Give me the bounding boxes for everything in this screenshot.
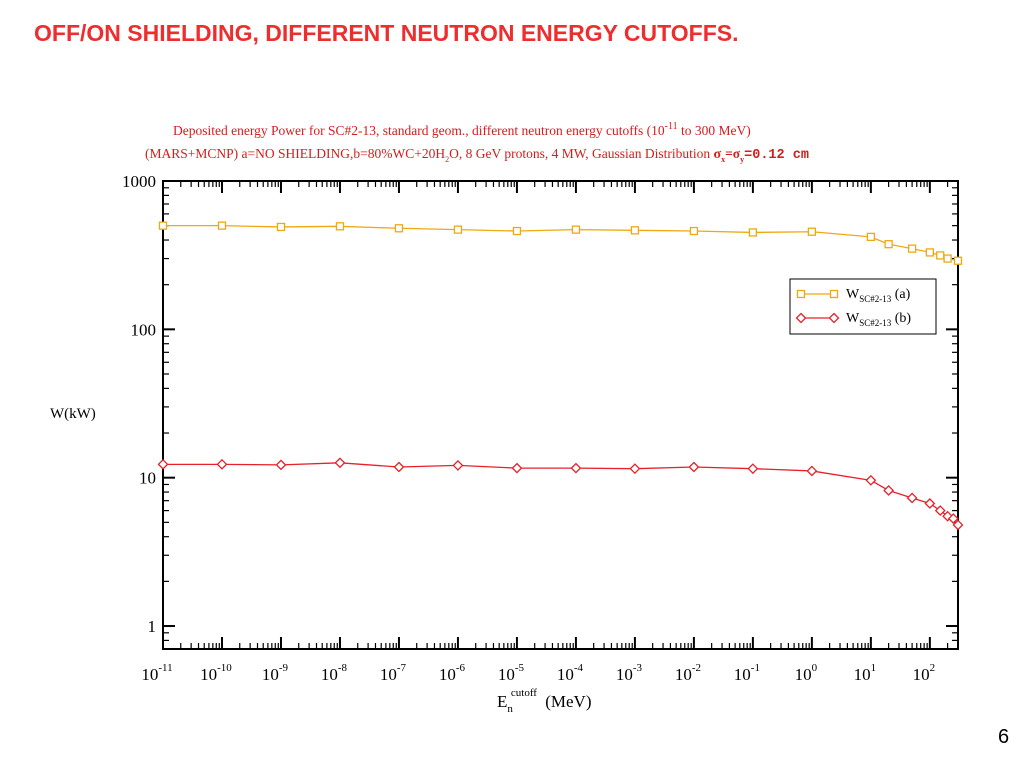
- chart-title-line1: Deposited energy Power for SC#2-13, stan…: [173, 121, 751, 138]
- data-point: [947, 513, 959, 525]
- x-tick-label: 10-6: [439, 662, 466, 684]
- major-ticks: [162, 180, 958, 649]
- legend-label: WSC#2-13 (a): [846, 287, 911, 304]
- data-point: [953, 256, 963, 265]
- data-point: [158, 221, 168, 230]
- data-point: [629, 463, 641, 475]
- slide-title: OFF/ON SHIELDING, DIFFERENT NEUTRON ENER…: [34, 20, 739, 46]
- legend: WSC#2-13 (a) WSC#2-13 (b): [789, 278, 937, 335]
- x-tick-label: 101: [854, 662, 877, 684]
- legend-marker: [796, 289, 806, 299]
- plot-area: [162, 180, 959, 650]
- data-point: [866, 232, 876, 242]
- data-point: [689, 226, 699, 236]
- x-tick-label: 100: [795, 662, 818, 684]
- series-b: [157, 457, 964, 531]
- x-tick-label: 10-1: [734, 662, 760, 684]
- x-tick-label: 102: [913, 662, 936, 684]
- page-number: 6: [998, 726, 1010, 748]
- data-point: [394, 224, 404, 233]
- data-point: [907, 244, 917, 253]
- data-point: [688, 461, 700, 473]
- data-point: [393, 461, 405, 473]
- x-tick-label: 10-2: [675, 662, 701, 684]
- data-point: [276, 222, 286, 232]
- y-tick-label: 1000: [122, 172, 156, 191]
- x-tick-label: 10-3: [616, 662, 643, 684]
- data-point: [748, 228, 758, 237]
- series-layer: [157, 221, 964, 531]
- data-point: [806, 465, 818, 477]
- plot-frame: [162, 180, 959, 650]
- legend-marker: [795, 312, 807, 324]
- data-point: [571, 225, 581, 234]
- data-point: [747, 463, 759, 475]
- data-point: [570, 462, 582, 474]
- data-point: [884, 240, 893, 249]
- data-point: [512, 226, 522, 236]
- x-tick-label: 10-8: [321, 662, 348, 684]
- y-tick-label: 1: [148, 617, 157, 636]
- chart-title-line2: (MARS+MCNP) a=NO SHIELDING,b=80%WC+20H2O…: [145, 146, 809, 164]
- data-point: [216, 458, 228, 470]
- data-point: [275, 459, 287, 471]
- data-point: [865, 474, 877, 486]
- data-point: [936, 251, 945, 260]
- y-axis-title: W(kW): [50, 406, 96, 422]
- data-point: [453, 225, 463, 234]
- data-point: [334, 457, 346, 469]
- y-tick-label: 100: [131, 320, 157, 339]
- data-point: [906, 492, 918, 504]
- series-line: [163, 462, 959, 526]
- data-point: [335, 222, 345, 231]
- data-point: [883, 485, 895, 496]
- data-point: [924, 498, 936, 509]
- minor-ticks: [163, 181, 959, 650]
- series-a: [158, 221, 963, 265]
- x-tick-label: 10-10: [200, 662, 232, 684]
- data-point: [934, 505, 946, 517]
- data-point: [630, 226, 640, 235]
- x-axis-tick-labels: 10-11 10-10 10-9 10-8 10-7 10-6 10-5 10-4 10-3 10…: [141, 662, 935, 684]
- x-tick-label: 10-11: [141, 662, 172, 684]
- x-tick-label: 10-4: [557, 662, 584, 684]
- y-axis-tick-labels: 1000 100 10 1: [122, 172, 156, 636]
- data-point: [943, 254, 952, 263]
- data-point: [807, 227, 817, 236]
- data-point: [452, 459, 464, 471]
- x-axis-title: Encutoff (MeV): [497, 687, 591, 715]
- legend-marker: [828, 312, 840, 324]
- y-tick-label: 10: [139, 469, 156, 488]
- data-point: [925, 248, 935, 257]
- x-tick-label: 10-7: [380, 662, 407, 684]
- data-point: [217, 221, 227, 230]
- legend-label: WSC#2-13 (b): [846, 311, 911, 328]
- x-tick-label: 10-5: [498, 662, 525, 684]
- x-tick-label: 10-9: [262, 662, 289, 684]
- data-point: [157, 458, 169, 470]
- chart-title: Deposited energy Power for SC#2-13, stan…: [145, 121, 809, 164]
- axis-titles: W(kW) Encutoff (MeV): [50, 406, 591, 715]
- data-point: [511, 462, 523, 474]
- legend-marker: [829, 289, 839, 299]
- data-point: [952, 519, 964, 531]
- legend-box: [789, 278, 937, 335]
